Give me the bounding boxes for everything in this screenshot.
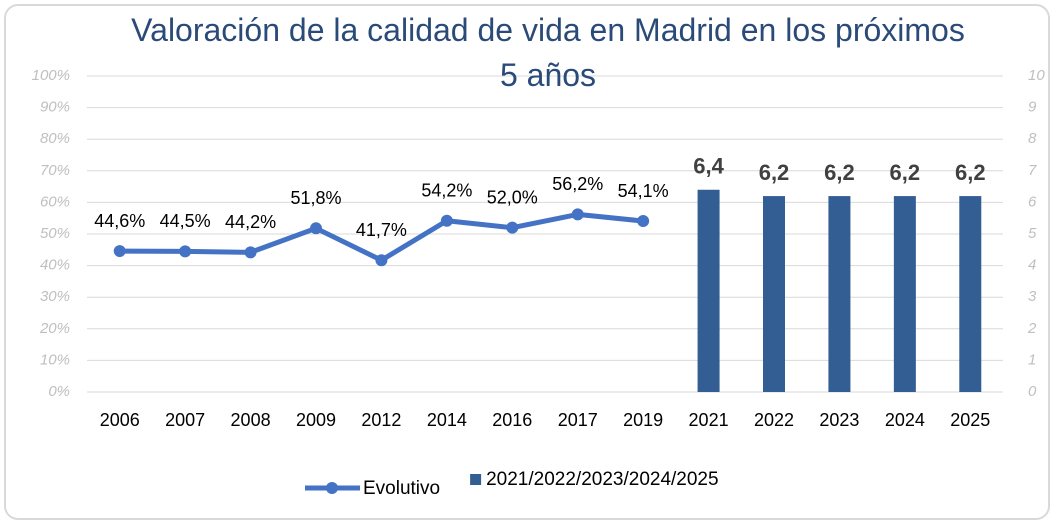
data-label: 6,2 — [890, 160, 921, 185]
y-tick-label: 40% — [40, 257, 70, 274]
x-tick-label: 2019 — [623, 410, 663, 430]
marker — [113, 245, 126, 258]
marker — [637, 215, 650, 228]
y2-tick-label: 3 — [1028, 288, 1037, 305]
y-tick-label: 20% — [39, 320, 70, 337]
x-tick-label: 2006 — [100, 410, 140, 430]
y-tick-label: 30% — [40, 288, 70, 305]
x-tick-label: 2016 — [492, 410, 532, 430]
data-label: 54,2% — [421, 180, 472, 200]
legend-label: Evolutivo — [363, 478, 440, 499]
legend-swatch — [470, 474, 482, 485]
x-tick-label: 2024 — [885, 410, 925, 430]
y2-tick-label: 7 — [1028, 162, 1037, 179]
data-label: 44,6% — [94, 211, 145, 231]
marker — [375, 254, 388, 267]
marker — [506, 221, 519, 234]
y-tick-label: 100% — [32, 67, 70, 84]
y2-tick-label: 9 — [1028, 99, 1037, 116]
y2-tick-label: 2 — [1027, 320, 1037, 337]
y2-tick-label: 1 — [1028, 351, 1036, 368]
chart-title: Valoración de la calidad de vida en Madr… — [131, 12, 965, 93]
x-tick-label: 2012 — [361, 410, 401, 430]
x-tick-label: 2017 — [558, 410, 598, 430]
data-label: 6,2 — [759, 160, 790, 185]
bar — [893, 196, 916, 392]
x-tick-label: 2023 — [819, 410, 859, 430]
data-label: 51,8% — [290, 188, 341, 208]
y-tick-label: 60% — [40, 193, 70, 210]
y2-tick-label: 4 — [1028, 257, 1036, 274]
marker — [440, 214, 453, 227]
y-tick-label: 50% — [40, 225, 70, 242]
y2-tick-label: 0 — [1028, 383, 1037, 400]
x-tick-label: 2008 — [231, 410, 271, 430]
data-label: 6,4 — [693, 154, 724, 179]
x-tick-label: 2022 — [754, 410, 794, 430]
data-label: 52,0% — [487, 187, 538, 207]
y2-tick-label: 6 — [1028, 193, 1037, 210]
y-tick-label: 80% — [40, 130, 70, 147]
bar — [959, 196, 982, 392]
y-tick-label: 10% — [40, 351, 70, 368]
data-label: 56,2% — [552, 174, 603, 194]
x-tick-label: 2009 — [296, 410, 336, 430]
marker — [179, 245, 192, 258]
x-tick-label: 2025 — [950, 410, 990, 430]
legend-marker — [326, 482, 338, 494]
x-tick-label: 2021 — [689, 410, 729, 430]
y2-tick-label: 8 — [1028, 130, 1037, 147]
marker — [310, 222, 322, 235]
x-tick-label: 2014 — [427, 410, 467, 430]
y2-tick-label: 5 — [1028, 225, 1037, 242]
data-label: 6,2 — [955, 160, 986, 185]
data-label: 41,7% — [356, 220, 407, 240]
x-tick-label: 2007 — [165, 410, 205, 430]
y-tick-label: 0% — [48, 383, 70, 400]
bar — [828, 196, 851, 392]
y-tick-label: 90% — [40, 99, 70, 116]
data-label: 54,1% — [618, 181, 669, 201]
marker — [244, 246, 257, 259]
marker — [571, 208, 584, 221]
bar — [697, 189, 720, 392]
data-label: 44,5% — [160, 211, 211, 231]
data-label: 44,2% — [225, 212, 276, 232]
chart-frame — [4, 4, 1050, 520]
y-tick-label: 70% — [40, 162, 70, 179]
legend-label: 2021/2022/2023/2024/2025 — [486, 469, 718, 490]
bar — [763, 196, 785, 392]
data-label: 6,2 — [824, 160, 855, 185]
y2-tick-label: 10 — [1028, 67, 1045, 84]
